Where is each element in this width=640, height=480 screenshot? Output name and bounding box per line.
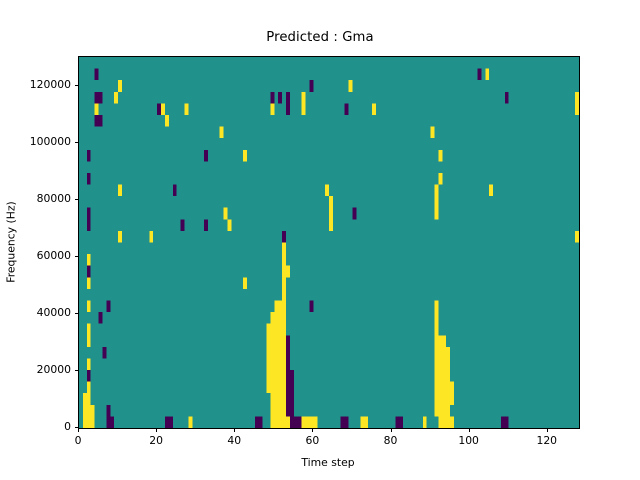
heatmap-grid <box>79 57 579 428</box>
y-tick-label: 0 <box>64 420 71 433</box>
x-tick-label: 60 <box>305 434 320 447</box>
y-tick-mark <box>74 427 78 428</box>
y-tick-label: 80000 <box>36 191 71 205</box>
y-tick-mark <box>74 142 78 143</box>
y-tick-mark <box>74 199 78 200</box>
x-tick-mark <box>391 428 392 432</box>
y-tick-mark <box>74 85 78 86</box>
y-axis-label: Frequency (Hz) <box>4 201 18 283</box>
y-tick-mark <box>74 313 78 314</box>
x-tick-mark <box>469 428 470 432</box>
x-tick-mark <box>78 428 79 432</box>
y-tick-label: 120000 <box>29 77 71 91</box>
y-tick-label: 100000 <box>29 134 71 148</box>
x-tick-label: 0 <box>74 434 82 447</box>
y-tick-mark <box>74 370 78 371</box>
y-tick-label: 20000 <box>36 362 71 376</box>
x-tick-mark <box>547 428 548 432</box>
x-tick-label: 120 <box>536 434 558 447</box>
chart-title: Predicted : Gma <box>266 30 374 45</box>
y-tick-mark <box>74 256 78 257</box>
x-tick-mark <box>312 428 313 432</box>
heatmap-canvas <box>79 57 579 428</box>
x-tick-mark <box>234 428 235 432</box>
y-tick-label: 60000 <box>36 248 71 262</box>
x-tick-mark <box>156 428 157 432</box>
x-tick-label: 20 <box>149 434 163 447</box>
heatmap-axes <box>78 56 580 429</box>
x-tick-label: 100 <box>458 434 479 447</box>
x-tick-label: 40 <box>227 434 242 447</box>
y-tick-label: 40000 <box>36 305 71 319</box>
x-tick-label: 80 <box>383 434 398 447</box>
x-axis-label: Time step <box>301 456 355 469</box>
